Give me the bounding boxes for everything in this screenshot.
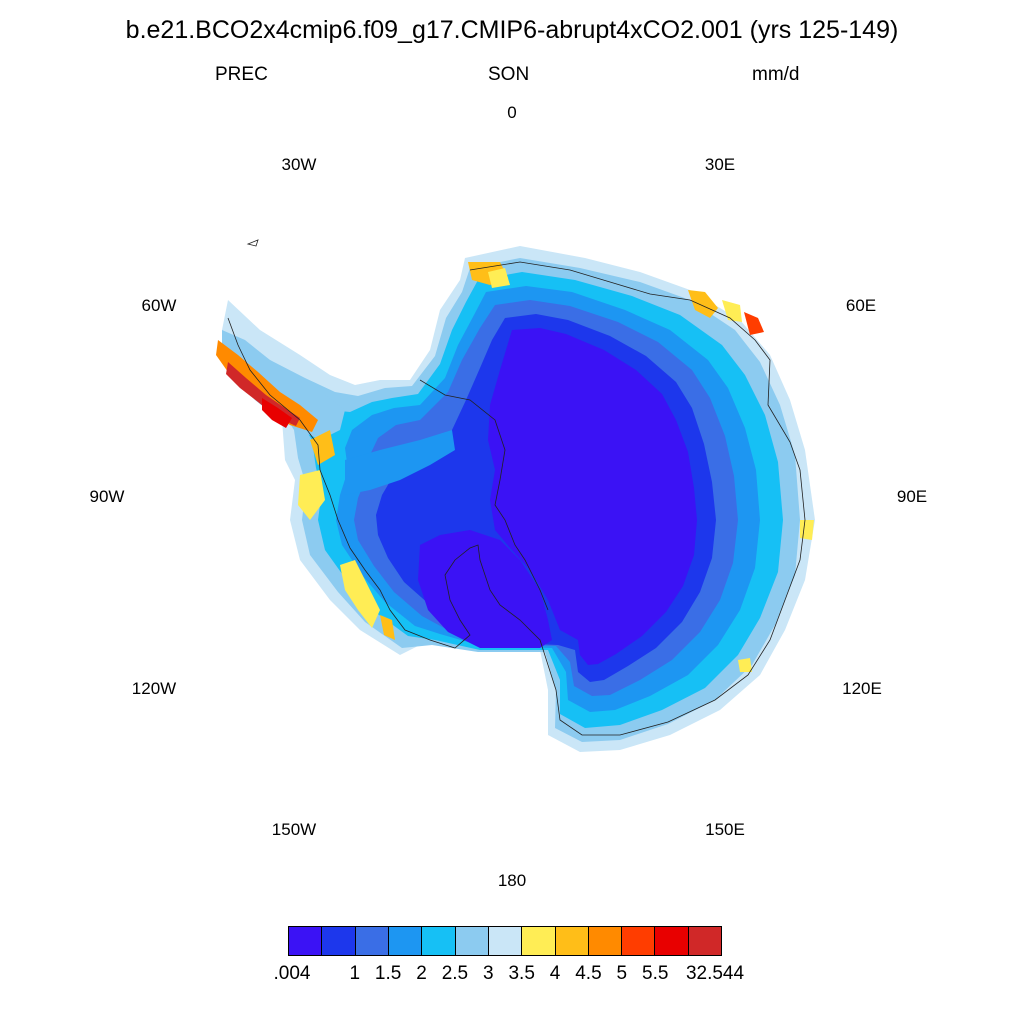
colorbar-box (455, 927, 489, 955)
colorbar (288, 926, 722, 956)
colorbar-box (655, 927, 689, 955)
dml-red (744, 312, 764, 335)
colorbar-tick-label: 5.5 (642, 963, 669, 984)
lon-label-30e: 30E (704, 155, 736, 174)
lon-label-180: 180 (497, 871, 527, 890)
colorbar-tick-label: 4 (549, 963, 561, 984)
lon-label-150w: 150W (271, 820, 317, 839)
lon-label-0: 0 (507, 103, 517, 122)
lon-label-60e: 60E (845, 296, 877, 315)
colorbar-tick-label: 2.5 (441, 963, 469, 984)
peninsula-red (262, 398, 292, 428)
colorbar-tick-label: 1.5 (374, 963, 402, 984)
yellow-patch-2 (340, 560, 380, 628)
units-label: mm/d (752, 64, 800, 85)
yellow-patch-1 (298, 470, 325, 520)
peninsula-high (216, 340, 318, 432)
colorbar-tick-label: 3 (483, 963, 494, 984)
orange-patch-1 (310, 430, 335, 465)
colorbar-box (488, 927, 523, 955)
colorbar-box (322, 927, 356, 955)
lon-label-90e: 90E (896, 487, 928, 506)
coastline-east (469, 261, 806, 736)
lon-label-90w: 90W (89, 487, 125, 506)
colorbar-tick-label: 3.5 (508, 963, 535, 984)
small-island (246, 239, 259, 247)
east-yellow-2 (738, 658, 752, 672)
season-label: SON (488, 64, 530, 85)
colorbar-box (688, 927, 722, 955)
east-yellow-1 (800, 520, 814, 540)
map-title: b.e21.BCO2x4cmip6.f09_g17.CMIP6-abrupt4x… (125, 16, 899, 44)
lon-label-120w: 120W (131, 679, 177, 698)
west-antarctic-wedge (345, 430, 455, 495)
colorbar-box (555, 927, 589, 955)
colorbar-box (522, 927, 556, 955)
lon-label-60w: 60W (141, 296, 177, 315)
dml-orange-2 (688, 290, 718, 318)
colorbar-tick-label: 4.5 (575, 963, 602, 984)
colorbar-box (388, 927, 423, 955)
colorbar-tick-label: 1 (349, 963, 361, 984)
colorbar-box (622, 927, 656, 955)
variable-label: PREC (215, 64, 268, 85)
dml-yellow (488, 268, 510, 288)
colorbar-tick-label: 2 (416, 963, 427, 984)
peninsula-max (226, 362, 300, 426)
grounding-line (419, 379, 549, 611)
lon-label-120e: 120E (842, 679, 882, 698)
lon-label-150e: 150E (705, 820, 745, 839)
colorbar-tick-label: 5 (616, 963, 628, 984)
orange-patch-2 (380, 615, 395, 640)
coastline-west (227, 317, 549, 666)
colorbar-tick-label: 32.544 (685, 963, 745, 984)
peninsula-base (222, 330, 345, 440)
colorbar-box (355, 927, 389, 955)
east-interior (488, 328, 697, 665)
colorbar-box (422, 927, 456, 955)
colorbar-box (588, 927, 623, 955)
colorbar-tick-label: .004 (273, 963, 311, 984)
colorbar-box (289, 927, 323, 955)
lon-label-30w: 30W (281, 155, 317, 174)
